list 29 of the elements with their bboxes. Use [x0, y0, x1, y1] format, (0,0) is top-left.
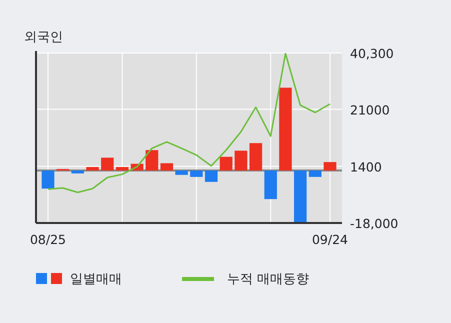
- chart-title: 외국인: [24, 30, 63, 45]
- y-tick-label: 21000: [350, 102, 390, 118]
- bar: [324, 162, 336, 171]
- bar: [234, 150, 248, 171]
- bar: [294, 170, 307, 222]
- bar: [42, 170, 54, 189]
- legend-일별매매: 일별매매: [36, 272, 122, 287]
- bar: [249, 143, 262, 171]
- y-tick-label: -18,000: [350, 216, 398, 231]
- y-tick-label: 40,300: [350, 46, 394, 61]
- legend-label: 누적 매매동향: [227, 272, 310, 287]
- bar: [146, 150, 158, 171]
- bar: [160, 163, 174, 171]
- bar: [190, 170, 203, 177]
- bar: [116, 167, 129, 171]
- bar: [101, 158, 114, 171]
- bar: [175, 170, 188, 175]
- bar: [220, 156, 232, 171]
- legend-label: 일별매매: [70, 272, 122, 287]
- bar: [308, 170, 322, 177]
- bar: [204, 170, 218, 182]
- y-tick-label: 1400: [350, 159, 382, 174]
- x-tick-label: 08/25: [30, 232, 66, 247]
- bar: [264, 170, 277, 200]
- bar: [86, 167, 99, 171]
- line-series: [47, 52, 331, 194]
- x-tick-label: 09/24: [312, 232, 348, 247]
- bar: [71, 170, 84, 174]
- bar: [279, 88, 292, 171]
